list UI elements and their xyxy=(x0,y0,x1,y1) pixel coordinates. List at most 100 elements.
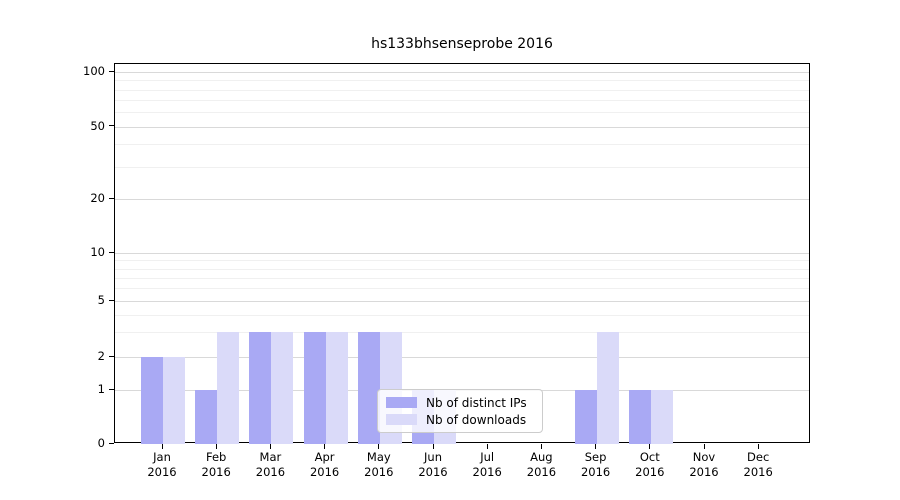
x-tick-year: 2016 xyxy=(201,465,231,479)
y-tick-mark xyxy=(109,70,114,72)
major-gridline xyxy=(115,72,809,73)
minor-gridline xyxy=(115,80,809,82)
x-tick-mark xyxy=(378,444,380,449)
x-tick-year: 2016 xyxy=(147,465,177,479)
x-tick-year: 2016 xyxy=(255,465,286,479)
x-tick-label-mar: Mar 2016 xyxy=(238,450,302,480)
y-tick-label: 1 xyxy=(97,382,105,396)
x-tick-month: May xyxy=(366,450,391,464)
y-tick-mark xyxy=(109,388,114,390)
bar-downloads-apr xyxy=(325,332,348,444)
x-tick-label-oct: Oct 2016 xyxy=(618,450,682,480)
y-tick-mark xyxy=(109,355,114,357)
x-tick-label-may: May 2016 xyxy=(347,450,411,480)
y-tick-mark xyxy=(109,299,114,301)
x-tick-month: Mar xyxy=(259,450,282,464)
minor-gridline xyxy=(115,112,809,114)
minor-gridline xyxy=(115,100,809,101)
major-gridline xyxy=(115,126,809,128)
x-tick-month: Oct xyxy=(639,450,660,464)
bar-distinct-ips-jan xyxy=(141,357,163,444)
legend: Nb of distinct IPs Nb of downloads xyxy=(377,389,543,433)
major-gridline xyxy=(115,301,809,302)
y-tick-label: 50 xyxy=(90,118,105,133)
y-tick-label: 0 xyxy=(97,436,105,450)
x-tick-mark xyxy=(215,444,217,449)
x-tick-label-sep: Sep 2016 xyxy=(564,450,628,480)
x-tick-year: 2016 xyxy=(364,465,394,479)
x-tick-month: Feb xyxy=(206,450,227,464)
x-tick-mark xyxy=(161,444,163,449)
x-tick-label-feb: Feb 2016 xyxy=(184,450,248,480)
y-tick-label: 2 xyxy=(97,349,105,363)
minor-gridline xyxy=(115,332,809,334)
major-gridline xyxy=(115,357,809,358)
legend-label-distinct-ips: Nb of distinct IPs xyxy=(426,395,527,410)
bar-downloads-sep xyxy=(596,332,619,444)
x-tick-mark xyxy=(540,444,542,449)
y-tick-label: 10 xyxy=(90,245,105,259)
y-tick-mark xyxy=(109,442,114,444)
legend-item-downloads: Nb of downloads xyxy=(386,412,534,427)
minor-gridline xyxy=(115,288,809,290)
major-gridline xyxy=(115,199,809,200)
x-tick-mark xyxy=(324,444,326,449)
x-tick-year: 2016 xyxy=(689,465,719,479)
legend-label-downloads: Nb of downloads xyxy=(426,412,527,427)
x-tick-label-jul: Jul 2016 xyxy=(455,450,519,480)
x-tick-month: Sep xyxy=(584,450,607,464)
bar-distinct-ips-apr xyxy=(303,332,326,444)
legend-item-distinct-ips: Nb of distinct IPs xyxy=(386,395,534,410)
minor-gridline xyxy=(115,144,809,146)
bar-downloads-mar xyxy=(271,332,294,444)
x-tick-month: Aug xyxy=(530,450,553,464)
x-tick-month: Dec xyxy=(747,450,770,464)
y-tick-label: 20 xyxy=(90,191,105,205)
x-tick-mark xyxy=(486,444,488,449)
x-tick-mark xyxy=(757,444,759,449)
y-tick-label: 100 xyxy=(83,64,105,78)
x-tick-year: 2016 xyxy=(526,465,557,479)
x-tick-month: Jul xyxy=(480,450,495,464)
x-tick-mark xyxy=(269,444,271,449)
bar-distinct-ips-feb xyxy=(195,390,218,444)
minor-gridline xyxy=(115,277,809,279)
x-tick-mark xyxy=(649,444,651,449)
x-tick-month: Apr xyxy=(314,450,335,464)
minor-gridline xyxy=(115,260,809,262)
bar-distinct-ips-may xyxy=(357,332,380,444)
plot-area xyxy=(114,63,810,444)
major-gridline xyxy=(115,253,809,254)
minor-gridline xyxy=(115,268,809,270)
y-tick-label: 5 xyxy=(97,293,105,307)
x-tick-year: 2016 xyxy=(635,465,665,479)
x-tick-month: Jun xyxy=(424,450,442,464)
x-tick-year: 2016 xyxy=(472,465,502,479)
chart-title: hs133bhsenseprobe 2016 xyxy=(371,36,553,52)
bar-distinct-ips-mar xyxy=(249,332,272,444)
x-tick-mark xyxy=(432,444,434,449)
x-tick-month: Nov xyxy=(692,450,716,464)
x-tick-month: Jan xyxy=(153,450,171,464)
legend-swatch-downloads xyxy=(386,414,417,425)
x-tick-year: 2016 xyxy=(743,465,773,479)
x-tick-label-dec: Dec 2016 xyxy=(726,450,790,480)
x-tick-label-nov: Nov 2016 xyxy=(672,450,736,480)
bar-downloads-oct xyxy=(650,390,673,444)
bar-downloads-jan xyxy=(163,357,185,444)
x-tick-label-apr: Apr 2016 xyxy=(293,450,357,480)
x-tick-year: 2016 xyxy=(309,465,340,479)
bar-distinct-ips-oct xyxy=(628,390,651,444)
y-tick-mark xyxy=(109,197,114,199)
x-tick-label-jan: Jan 2016 xyxy=(130,450,194,480)
minor-gridline xyxy=(115,166,809,168)
bar-downloads-feb xyxy=(217,332,240,444)
y-tick-mark xyxy=(109,251,114,253)
x-tick-mark xyxy=(595,444,597,449)
minor-gridline xyxy=(115,314,809,316)
minor-gridline xyxy=(115,89,809,91)
x-tick-mark xyxy=(703,444,705,449)
bar-distinct-ips-sep xyxy=(574,390,597,444)
x-tick-label-aug: Aug 2016 xyxy=(509,450,573,480)
x-tick-label-jun: Jun 2016 xyxy=(401,450,465,480)
